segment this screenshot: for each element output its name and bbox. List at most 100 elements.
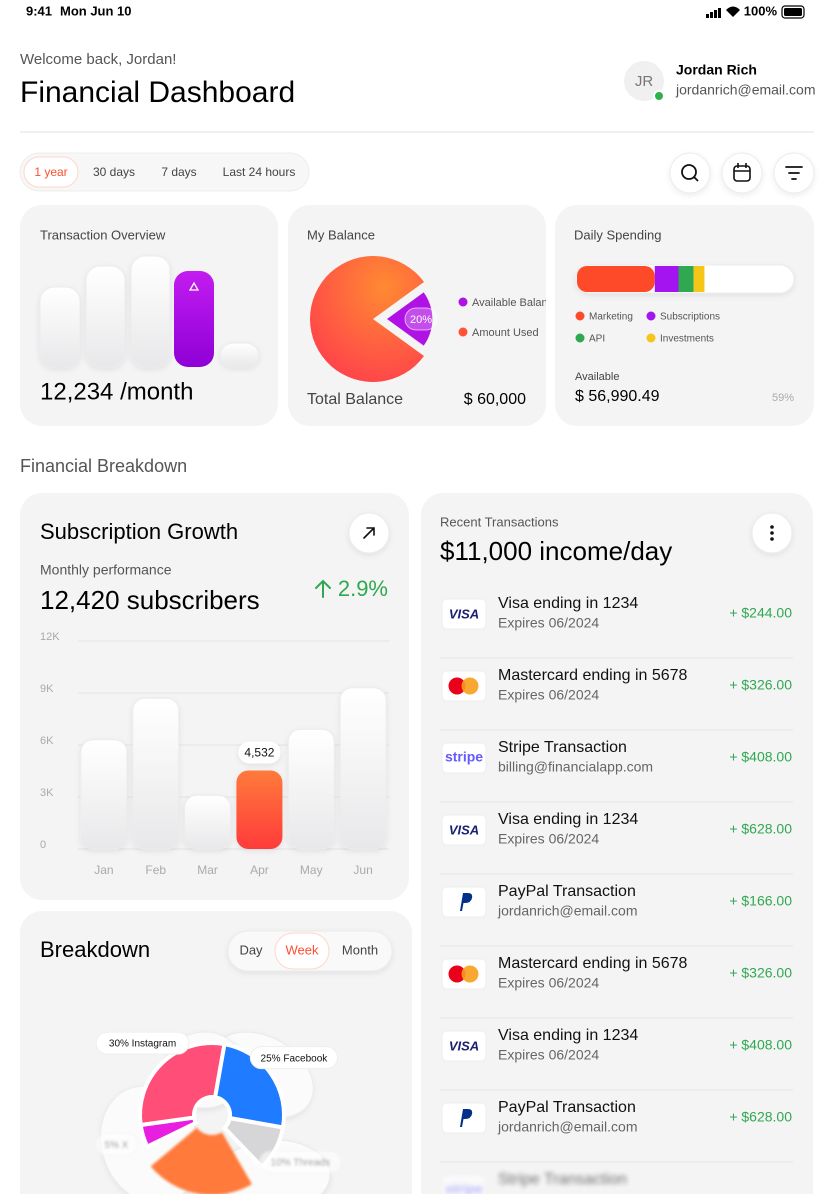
card-title: Breakdown: [40, 937, 150, 962]
transaction-name: Visa ending in 1234: [498, 1027, 638, 1044]
calendar-icon: [733, 165, 751, 182]
spend-percent: 59%: [772, 392, 794, 404]
transaction-amount: + $244.00: [729, 605, 792, 621]
transaction-row[interactable]: VISA Visa ending in 1234 Expires 06/2024 + …: [441, 595, 792, 631]
total-label: Total Balance: [307, 391, 403, 408]
overview-bar: [39, 286, 81, 368]
transaction-name: Visa ending in 1234: [498, 811, 638, 828]
transaction-row[interactable]: stripe Stripe Transaction: [441, 1171, 627, 1194]
filter-option[interactable]: 30 days: [93, 165, 135, 179]
calendar-icon: [734, 163, 750, 172]
overview-value: 12,234 /month: [40, 378, 193, 405]
spend-segment: [693, 266, 705, 292]
logo-box: [441, 1030, 487, 1062]
slice-label-text: 25% Facebook: [261, 1053, 329, 1064]
transaction-detail: billing@financialapp.com: [498, 759, 653, 775]
transaction-row[interactable]: PayPal Transaction jordanrich@email.com + …: [441, 1099, 792, 1135]
spend-segment: [678, 266, 694, 292]
signal-bar: [714, 10, 717, 18]
value-label: 4,532: [244, 746, 274, 760]
tab-active[interactable]: [274, 932, 330, 970]
legend-label: Amount Used: [472, 327, 539, 339]
tab[interactable]: Week: [286, 942, 319, 957]
transaction-name: Stripe Transaction: [498, 1171, 627, 1188]
page-title: Financial Dashboard: [20, 76, 295, 109]
legend-label: Available Balance: [472, 297, 559, 309]
growth-change: 2.9%: [338, 576, 388, 601]
status-dot: [653, 90, 665, 102]
transaction-row[interactable]: stripe Stripe Transaction billing@financia…: [441, 739, 792, 775]
search-button[interactable]: [669, 152, 711, 194]
logo-visa: VISA: [449, 822, 479, 837]
card-title: Transaction Overview: [40, 227, 166, 242]
filter-option[interactable]: Last 24 hours: [223, 165, 296, 179]
bar: [80, 739, 128, 850]
legend-dot: [458, 327, 468, 337]
slice-label-text: 5% X: [104, 1140, 128, 1151]
slice-label: 30% Instagram: [95, 1031, 190, 1055]
balance-legend: Available Balance Amount Used: [458, 297, 559, 339]
status-time: 9:41: [26, 3, 52, 18]
transaction-detail: Expires 06/2024: [498, 831, 599, 847]
transaction-row[interactable]: Mastercard ending in 5678 Expires 06/2024…: [441, 667, 792, 703]
bar-highlight: [236, 770, 283, 849]
logo-box: [441, 742, 487, 774]
slice-label-text: 20%: [410, 314, 432, 326]
card-title: Daily Spending: [574, 227, 661, 242]
growth-value: 12,420 subscribers: [40, 585, 260, 615]
legend-dot: [458, 297, 468, 307]
legend-label: Subscriptions: [660, 312, 720, 323]
slice-label: 5% X: [94, 1132, 139, 1156]
pie-slice: [310, 256, 424, 383]
transaction-detail: Expires 06/2024: [498, 975, 599, 991]
logo-box: [441, 1174, 487, 1194]
legend-label: Investments: [660, 334, 714, 345]
section-title: Financial Breakdown: [20, 456, 187, 476]
filter-active[interactable]: [23, 156, 79, 188]
search-icon: [681, 164, 697, 180]
overview-bar: [85, 265, 126, 368]
transaction-row[interactable]: PayPal Transaction jordanrich@email.com + …: [441, 883, 792, 919]
filter-icon: [785, 166, 803, 180]
total-value: $ 60,000: [464, 391, 526, 408]
tab[interactable]: Day: [239, 942, 263, 957]
value-bubble: [238, 741, 281, 764]
overview-bar: [219, 342, 260, 368]
card-title: Subscription Growth: [40, 519, 238, 544]
user-name: Jordan Rich: [676, 62, 757, 78]
legend-dot: [575, 311, 585, 321]
up-arrow-icon: [315, 579, 331, 598]
spend-segment: [654, 266, 679, 292]
calendar-button[interactable]: [721, 152, 763, 194]
search-icon: [693, 176, 699, 182]
transaction-amount: + $408.00: [729, 749, 792, 765]
filter-option[interactable]: 7 days: [161, 165, 196, 179]
logo-mc-red: [448, 965, 466, 983]
status-date: Mon Jun 10: [60, 3, 132, 18]
legend-dot: [646, 311, 656, 321]
transaction-row[interactable]: VISA Visa ending in 1234 Expires 06/2024 + …: [441, 811, 792, 847]
transaction-detail: jordanrich@email.com: [497, 903, 637, 919]
transaction-row[interactable]: VISA Visa ending in 1234 Expires 06/2024 + …: [441, 1027, 792, 1063]
filter-option[interactable]: 1 year: [34, 165, 67, 179]
available-value: $ 56,990.49: [575, 388, 660, 405]
logo-mc-yellow: [461, 965, 479, 983]
logo-box: [441, 814, 487, 846]
transactions-card: [421, 493, 813, 1194]
tab[interactable]: Month: [342, 942, 378, 957]
spend-segment: [577, 266, 655, 292]
transaction-row[interactable]: Mastercard ending in 5678 Expires 06/2024…: [441, 955, 792, 991]
logo-stripe: stripe: [445, 1181, 483, 1194]
available-label: Available: [575, 371, 619, 383]
growth-subtitle: Monthly performance: [40, 562, 172, 578]
y-tick-label: 12K: [40, 631, 60, 643]
transaction-amount: + $326.00: [729, 965, 792, 981]
y-tick-label: 6K: [40, 735, 54, 747]
transaction-detail: Expires 06/2024: [498, 615, 599, 631]
wifi-icon: [726, 6, 740, 17]
avatar-initials: JR: [635, 73, 654, 90]
transaction-amount: + $628.00: [729, 821, 792, 837]
logo-mc-yellow: [461, 677, 479, 695]
